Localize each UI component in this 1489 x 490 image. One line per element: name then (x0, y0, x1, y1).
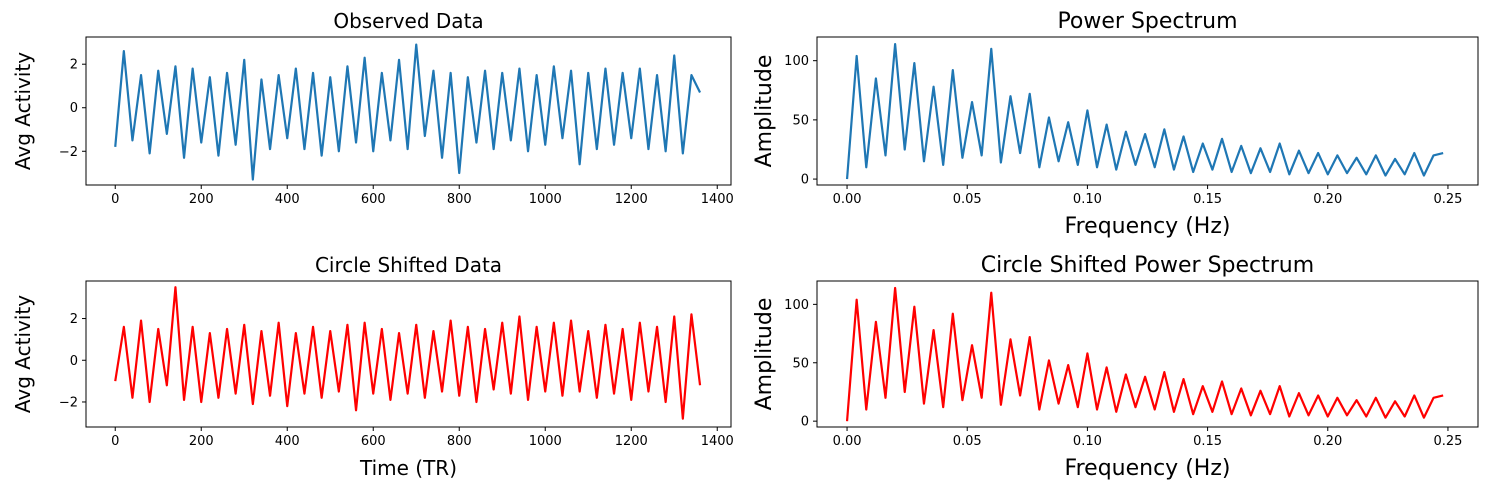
x-tick-label: 0.10 (1073, 192, 1102, 207)
y-tick-label: 2 (70, 58, 78, 73)
chart-panel-3: 0 200 400 600 800 1000 1200 1400 −2 0 2 Circle Shif… (11, 253, 734, 480)
y-axis-label: Avg Activity (11, 295, 35, 413)
x-tick-label: 1000 (529, 192, 562, 207)
axes-frame (816, 280, 1479, 428)
y-tick-label: 100 (784, 54, 809, 69)
x-tick-label: 1400 (701, 434, 734, 449)
x-tick-label: 200 (189, 434, 214, 449)
y-tick-label: 0 (801, 173, 809, 188)
x-axis-label: Time (TR) (359, 456, 457, 480)
x-tick-label: 0.05 (953, 192, 982, 207)
y-axis-label: Amplitude (752, 298, 777, 411)
x-tick-label: 0 (111, 434, 119, 449)
y-tick-label: 0 (801, 415, 809, 430)
x-axis-label: Frequency (Hz) (1065, 214, 1231, 239)
x-tick-label: 400 (275, 434, 300, 449)
y-tick-label: 50 (792, 356, 809, 371)
chart-title: Circle Shifted Power Spectrum (981, 253, 1314, 278)
x-tick-label: 0.25 (1433, 192, 1462, 207)
x-tick-label: 800 (447, 192, 472, 207)
x-tick-label: 0.20 (1313, 434, 1342, 449)
y-tick-label: 0 (70, 101, 78, 116)
y-tick-label: 100 (784, 298, 809, 313)
y-axis-label: Avg Activity (11, 52, 35, 170)
chart-title: Power Spectrum (1057, 9, 1237, 34)
x-tick-label: 0.25 (1433, 434, 1462, 449)
x-tick-label: 400 (275, 192, 300, 207)
x-tick-label: 200 (189, 192, 214, 207)
axes-frame (85, 36, 732, 186)
x-tick-label: 0.15 (1193, 434, 1222, 449)
x-tick-label: 800 (447, 434, 472, 449)
series-line-1 (845, 42, 1444, 180)
x-tick-label: 0.05 (953, 434, 982, 449)
y-tick-label: 50 (792, 113, 809, 128)
x-tick-label: 1000 (529, 434, 562, 449)
x-tick-label: 0.10 (1073, 434, 1102, 449)
x-tick-label: 600 (361, 434, 386, 449)
x-tick-label: 1200 (615, 434, 648, 449)
x-tick-label: 0.00 (833, 192, 862, 207)
chart-title: Observed Data (333, 9, 483, 33)
x-tick-label: 1200 (615, 192, 648, 207)
axes-frame (816, 36, 1479, 186)
x-tick-label: 0.00 (833, 434, 862, 449)
series-line-1 (114, 43, 702, 181)
y-axis-label: Amplitude (752, 55, 777, 168)
x-tick-label: 600 (361, 192, 386, 207)
chart-panel-4: 0.00 0.05 0.10 0.15 0.20 0.25 0 50 100 Circle Shi… (752, 253, 1479, 481)
y-tick-label: 2 (70, 312, 78, 327)
chart-panel-1: 0 200 400 600 800 1000 1200 1400 −2 0 2 Observed Da… (11, 9, 734, 207)
chart-panel-2: 0.00 0.05 0.10 0.15 0.20 0.25 0 50 100 Power Spec… (752, 9, 1479, 239)
y-tick-label: −2 (59, 145, 78, 160)
x-tick-label: 0.20 (1313, 192, 1342, 207)
x-tick-label: 0.15 (1193, 192, 1222, 207)
y-tick-label: −2 (59, 395, 78, 410)
axes-frame (85, 280, 732, 428)
series-line-1 (845, 286, 1444, 422)
chart-title: Circle Shifted Data (315, 253, 502, 277)
x-tick-label: 0 (111, 192, 119, 207)
y-tick-label: 0 (70, 354, 78, 369)
series-line-1 (114, 286, 702, 420)
x-tick-label: 1400 (701, 192, 734, 207)
x-axis-label: Frequency (Hz) (1065, 456, 1231, 481)
